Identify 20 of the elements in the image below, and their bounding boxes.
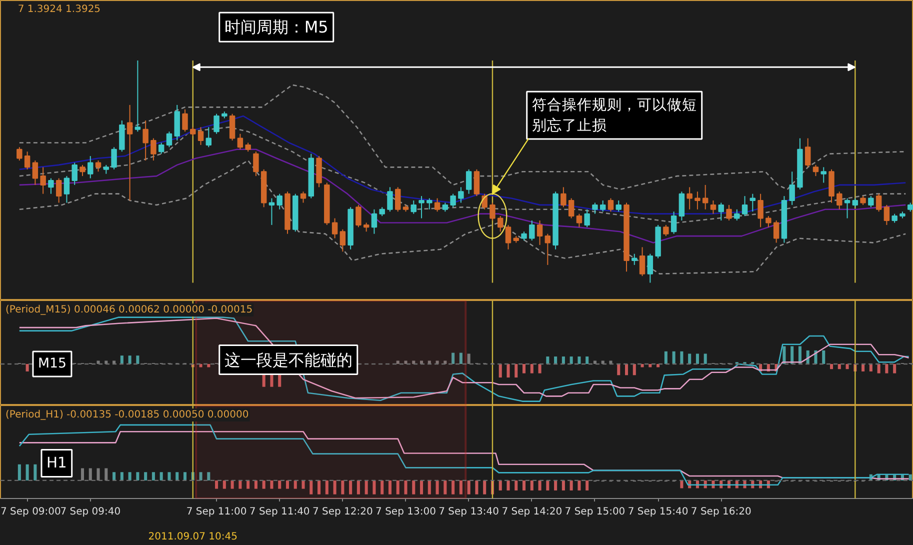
- x-tick-label: 7 Sep 15:40: [628, 506, 688, 518]
- text: 时间周期：M5: [224, 18, 328, 37]
- x-tick-label: 7 Sep 09:00: [0, 506, 61, 518]
- ref-line-label: 2011.09.07 10:45: [148, 532, 238, 542]
- x-tick-label: 7 Sep 15:00: [564, 506, 626, 518]
- annotation: 符合操作规则，可以做短别忘了止损: [532, 96, 697, 134]
- chart-title: (Period_M15) 0.00046 0.00062 0.00000 -0.00015: [6, 304, 253, 316]
- x-tick-label: 7 Sep 11:40: [249, 506, 310, 518]
- x-tick-label: 7 Sep 14:20: [502, 506, 562, 518]
- annotation: H1: [46, 454, 67, 472]
- x-tick-label: 7 Sep 16:20: [690, 506, 752, 518]
- text: 7 1.3924 1.3925: [18, 4, 101, 15]
- x-tick-label: 7 Sep 11:00: [186, 506, 247, 518]
- annotation: 这一段是不能碰的: [224, 350, 352, 370]
- annotation: M15: [38, 356, 66, 372]
- x-tick-label: 7 Sep 12:20: [312, 506, 373, 518]
- x-tick-label: 7 Sep 13:40: [438, 506, 500, 518]
- x-tick-label: 7 Sep 09:40: [60, 506, 121, 518]
- chart-title: (Period_H1) -0.00135 -0.00185 0.00050 0.00000: [6, 410, 249, 420]
- x-tick-label: 7 Sep 13:00: [376, 506, 436, 518]
